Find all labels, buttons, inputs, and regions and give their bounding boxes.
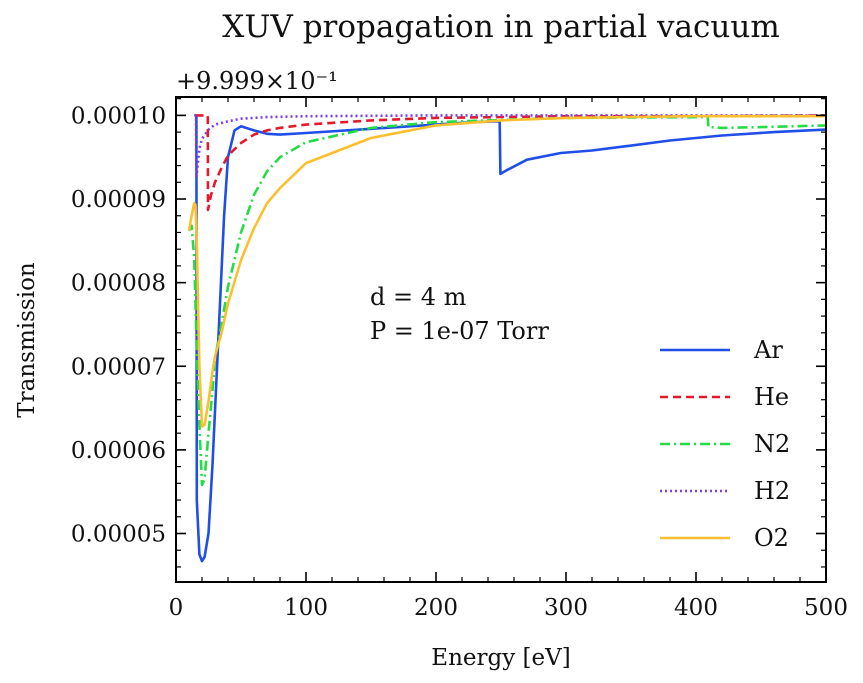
annotation-pressure: P = 1e-07 Torr xyxy=(370,317,549,345)
series-line-h2 xyxy=(194,114,826,180)
y-tick-label: 0.00005 xyxy=(71,522,166,548)
axis-offset-text: +9.999×10⁻¹ xyxy=(176,67,338,95)
series-layer xyxy=(187,114,826,563)
y-tick-label: 0.00009 xyxy=(71,187,166,213)
plot-frame xyxy=(175,96,827,583)
series-line-o2 xyxy=(187,114,826,428)
series-line-ar xyxy=(195,114,826,563)
legend-label-ar: Ar xyxy=(753,336,783,364)
y-tick-label: 0.00007 xyxy=(71,354,166,380)
y-tick-label: 0.00010 xyxy=(71,103,166,129)
y-tick-label: 0.00006 xyxy=(71,438,166,464)
chart-title: XUV propagation in partial vacuum xyxy=(222,9,779,45)
x-axis-label: Energy [eV] xyxy=(431,645,570,671)
series-line-he xyxy=(195,114,826,212)
y-tick-label: 0.00008 xyxy=(71,271,166,297)
x-tick-label: 400 xyxy=(674,595,718,621)
x-tick-label: 200 xyxy=(414,595,458,621)
annotation-distance: d = 4 m xyxy=(370,283,467,311)
x-tick-label: 300 xyxy=(544,595,588,621)
legend-label-h2: H2 xyxy=(754,477,790,505)
x-tick-label: 100 xyxy=(284,595,328,621)
legend-label-o2: O2 xyxy=(754,524,789,552)
ticks-layer: 0 100 200 300 400 500 0.00005 0.00006 0.00007 0.0… xyxy=(71,97,848,621)
legend-label-he: He xyxy=(754,383,789,411)
series-line-n2 xyxy=(187,115,826,487)
legend-label-n2: N2 xyxy=(754,430,790,458)
legend: Ar He N2 H2 O2 xyxy=(660,336,790,552)
x-tick-label: 0 xyxy=(169,595,184,621)
x-tick-label: 500 xyxy=(804,595,848,621)
y-axis-label: Transmission xyxy=(14,262,40,418)
